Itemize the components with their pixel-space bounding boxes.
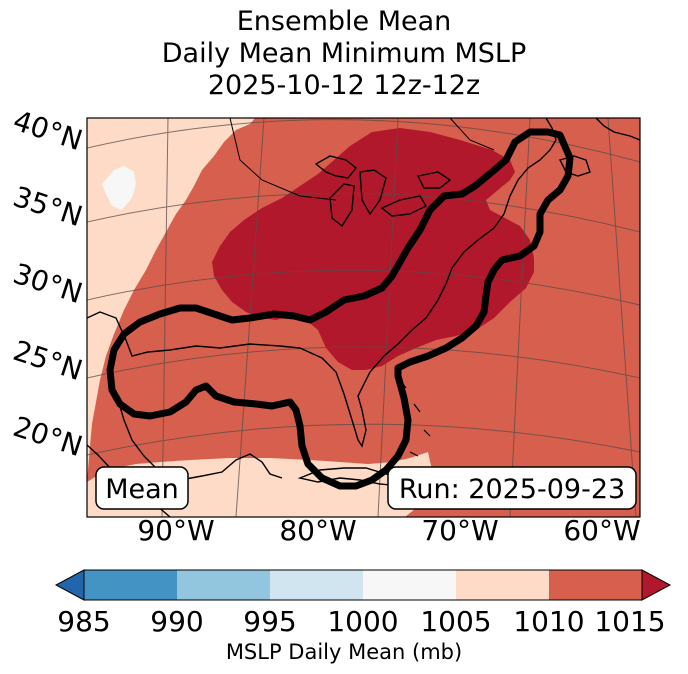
colorbar-bin-990-995 — [177, 570, 270, 600]
colorbar-tick-1010: 1010 — [513, 605, 585, 638]
map-area — [87, 118, 640, 517]
colorbar-tick-990: 990 — [150, 605, 204, 638]
lat-label-40: 40°N — [9, 104, 86, 157]
field-over-1015 — [212, 128, 534, 370]
colorbar-tick-1005: 1005 — [420, 605, 492, 638]
colorbar-tick-1015: 1015 — [594, 605, 666, 638]
lon-label-60: 60°W — [563, 514, 640, 547]
lat-label-35: 35°N — [9, 180, 86, 233]
title-line-2: Daily Mean Minimum MSLP — [161, 38, 527, 69]
lon-label-80: 80°W — [279, 514, 356, 547]
lat-label-20: 20°N — [9, 410, 86, 463]
lon-label-70: 70°W — [421, 514, 498, 547]
colorbar-bin-995-1000 — [270, 570, 363, 600]
colorbar-extend-high — [641, 569, 672, 601]
lat-label-30: 30°N — [9, 257, 86, 310]
field-1005-1010-west — [87, 118, 255, 480]
colorbar-tick-985: 985 — [57, 605, 111, 638]
colorbar-bin-1005-1010 — [456, 570, 549, 600]
map-frame — [86, 117, 641, 518]
colorbar-extend-low — [54, 569, 85, 601]
lat-label-25: 25°N — [9, 334, 86, 387]
mean-box: Mean — [95, 466, 189, 510]
colorbar-title: MSLP Daily Mean (mb) — [225, 640, 463, 664]
mean-box-text: Mean — [105, 474, 179, 505]
run-box-text: Run: 2025-09-23 — [399, 474, 625, 505]
colorbar-bin-1000-1005 — [363, 570, 456, 600]
colorbar-tick-995: 995 — [243, 605, 297, 638]
contour-outline — [106, 128, 574, 490]
colorbar-tick-1000: 1000 — [327, 605, 399, 638]
colorbar — [54, 569, 672, 601]
title-line-1: Ensemble Mean — [236, 6, 452, 37]
colorbar-bin-1010-1015 — [549, 570, 642, 600]
run-box: Run: 2025-09-23 — [387, 466, 637, 510]
colorbar-bin-985-990 — [84, 570, 177, 600]
title-line-3: 2025-10-12 12z-12z — [207, 70, 481, 101]
graticule — [87, 118, 640, 517]
lon-label-90: 90°W — [137, 514, 214, 547]
field-1000-1005 — [102, 166, 136, 210]
